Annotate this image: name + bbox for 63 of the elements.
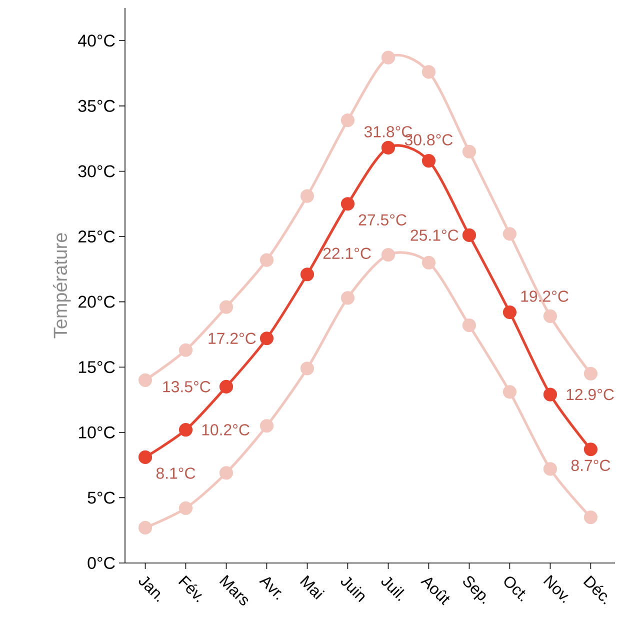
data-label: 19.2°C (521, 290, 568, 302)
point (219, 380, 234, 394)
point (300, 362, 314, 376)
point (381, 50, 396, 64)
data-label: 22.1°C (323, 248, 371, 260)
point (300, 189, 314, 203)
point (462, 144, 476, 158)
point (138, 373, 152, 387)
x-tick-label: Mai (300, 575, 325, 600)
point (462, 318, 476, 332)
point (340, 113, 355, 128)
point (584, 366, 598, 380)
x-tick-label: Fév. (178, 575, 202, 602)
point (381, 140, 396, 155)
y-tick-label: 0°C (88, 556, 115, 569)
data-label: 25.1°C (410, 230, 458, 241)
point (422, 65, 436, 79)
y-tick-label: 30°C (78, 165, 115, 178)
point (584, 442, 598, 456)
point (502, 227, 517, 241)
point (422, 154, 436, 168)
point (584, 510, 598, 524)
data-label: 8.7°C (571, 460, 610, 472)
point (300, 268, 314, 282)
x-tick-label: Juin (340, 576, 365, 602)
data-label: 17.2°C (208, 332, 256, 344)
point (340, 197, 355, 211)
point (219, 300, 234, 314)
point (260, 253, 274, 267)
y-tick-label: 35°C (78, 100, 115, 112)
point (260, 419, 274, 433)
point (260, 332, 274, 346)
point (178, 422, 193, 437)
y-tick-label: 15°C (78, 361, 115, 374)
point (138, 520, 152, 535)
point (543, 462, 558, 476)
y-tick-label: 40°C (78, 34, 115, 47)
point (178, 343, 193, 357)
point (340, 291, 355, 305)
data-label: 12.9°C (566, 388, 614, 400)
point (462, 228, 476, 242)
x-tick-label: Oct. (504, 576, 526, 602)
point (219, 466, 234, 480)
data-label: 10.2°C (202, 424, 250, 436)
point (502, 385, 517, 399)
point (381, 248, 396, 262)
y-axis-title: Température (52, 233, 71, 338)
point (178, 501, 193, 515)
data-label: 13.5°C (163, 381, 210, 392)
point (502, 305, 517, 320)
x-tick-label: Juil. (381, 576, 404, 602)
x-tick-label: Jan. (138, 576, 160, 602)
y-tick-label: 25°C (78, 230, 115, 243)
point (543, 388, 558, 402)
y-tick-label: 10°C (78, 426, 115, 438)
data-label: 27.5°C (358, 214, 406, 226)
x-tick-label: Avr. (259, 577, 282, 600)
point (422, 256, 436, 270)
y-tick-label: 5°C (88, 492, 115, 504)
data-label: 8.1°C (156, 468, 196, 479)
y-tick-label: 20°C (78, 296, 115, 308)
point (138, 450, 152, 464)
point (543, 309, 558, 323)
